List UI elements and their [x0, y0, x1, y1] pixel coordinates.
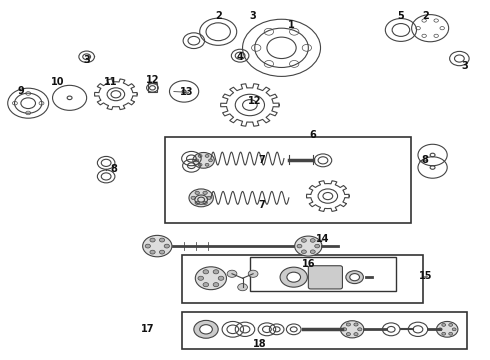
Circle shape — [358, 328, 362, 331]
Bar — [182, 312, 466, 348]
Circle shape — [287, 272, 300, 282]
Circle shape — [280, 267, 307, 287]
Circle shape — [248, 270, 258, 277]
Text: 5: 5 — [397, 12, 404, 21]
Text: 7: 7 — [259, 156, 266, 165]
Circle shape — [238, 284, 247, 291]
Text: 13: 13 — [180, 87, 193, 98]
Circle shape — [143, 235, 172, 257]
Circle shape — [193, 153, 214, 168]
Circle shape — [159, 238, 165, 242]
Text: 3: 3 — [83, 55, 90, 65]
Text: 8: 8 — [422, 156, 429, 165]
Circle shape — [203, 283, 209, 287]
Circle shape — [198, 154, 202, 157]
Text: 2: 2 — [422, 11, 429, 21]
Text: 10: 10 — [50, 77, 64, 87]
Circle shape — [195, 159, 198, 162]
Circle shape — [343, 328, 347, 331]
Circle shape — [442, 324, 445, 326]
Circle shape — [297, 244, 302, 248]
Circle shape — [310, 250, 315, 253]
Circle shape — [227, 270, 237, 277]
Bar — [182, 255, 423, 303]
Circle shape — [315, 244, 319, 248]
Circle shape — [150, 238, 155, 242]
Text: 3: 3 — [249, 11, 256, 21]
Circle shape — [442, 332, 445, 335]
Circle shape — [354, 323, 358, 326]
Circle shape — [205, 163, 209, 166]
Circle shape — [200, 325, 212, 334]
Circle shape — [205, 154, 209, 157]
Circle shape — [203, 191, 207, 194]
Text: 3: 3 — [462, 61, 468, 71]
Text: 9: 9 — [18, 86, 24, 96]
Circle shape — [203, 270, 209, 274]
Circle shape — [198, 163, 202, 166]
Text: 1: 1 — [288, 19, 294, 30]
Text: 17: 17 — [141, 324, 154, 334]
Circle shape — [341, 321, 364, 338]
Text: 2: 2 — [215, 11, 221, 21]
Circle shape — [191, 196, 196, 199]
Circle shape — [346, 323, 350, 326]
Circle shape — [301, 250, 306, 253]
Text: 18: 18 — [253, 339, 267, 348]
Text: 16: 16 — [301, 259, 315, 269]
Bar — [148, 84, 157, 92]
Bar — [165, 137, 411, 223]
FancyBboxPatch shape — [308, 266, 343, 289]
Circle shape — [145, 244, 150, 248]
Circle shape — [310, 239, 315, 242]
Circle shape — [164, 244, 170, 248]
Circle shape — [150, 250, 155, 254]
Circle shape — [438, 328, 442, 331]
Circle shape — [194, 320, 218, 338]
Circle shape — [346, 333, 350, 336]
Circle shape — [159, 250, 165, 254]
Text: 7: 7 — [259, 200, 266, 210]
Text: 15: 15 — [418, 271, 432, 282]
Text: 6: 6 — [310, 130, 317, 140]
Circle shape — [437, 321, 458, 337]
Text: 14: 14 — [316, 234, 330, 244]
Text: 8: 8 — [110, 164, 117, 174]
Circle shape — [218, 276, 224, 280]
Circle shape — [294, 236, 322, 256]
Circle shape — [195, 191, 199, 194]
Text: 12: 12 — [248, 96, 262, 107]
Circle shape — [301, 239, 306, 242]
Circle shape — [449, 332, 453, 335]
Circle shape — [350, 274, 360, 281]
Circle shape — [209, 159, 213, 162]
Circle shape — [354, 333, 358, 336]
Text: 12: 12 — [146, 75, 159, 85]
Circle shape — [449, 324, 453, 326]
Bar — [250, 257, 396, 291]
Text: 4: 4 — [237, 52, 244, 62]
Circle shape — [452, 328, 456, 331]
Circle shape — [195, 201, 199, 204]
Circle shape — [207, 196, 211, 199]
Circle shape — [203, 201, 207, 204]
Circle shape — [198, 276, 203, 280]
Text: 11: 11 — [104, 77, 118, 87]
Circle shape — [213, 283, 219, 287]
Circle shape — [189, 189, 213, 207]
Circle shape — [346, 271, 364, 284]
Circle shape — [196, 267, 226, 290]
Circle shape — [213, 270, 219, 274]
